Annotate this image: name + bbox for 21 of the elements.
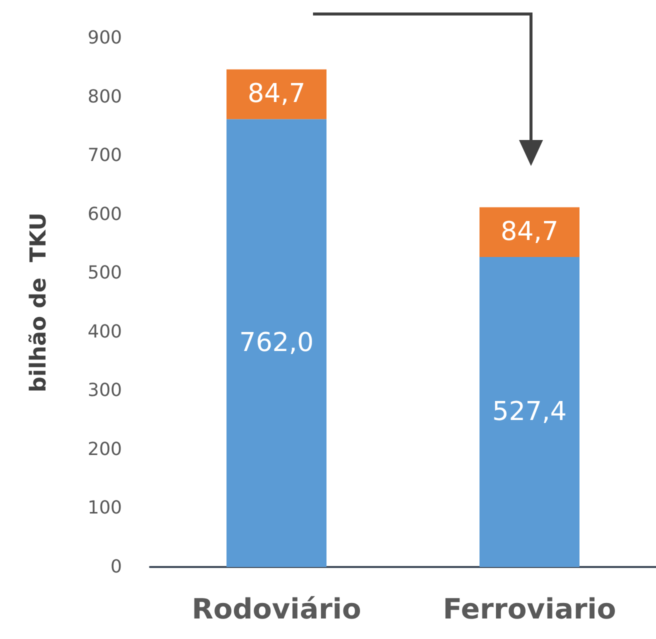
y-tick-label: 800 <box>88 86 122 108</box>
bar <box>480 257 580 567</box>
y-tick-label: 500 <box>88 262 122 284</box>
y-tick-label: 600 <box>88 204 122 225</box>
data-label: 527,4 <box>492 397 567 428</box>
y-axis-title: bilhão de TKU <box>26 212 52 392</box>
bar <box>226 69 326 120</box>
data-label: 84,7 <box>500 217 558 248</box>
x-tick-label: Rodoviário <box>192 592 362 626</box>
bar <box>480 207 580 258</box>
y-tick-label: 100 <box>88 498 122 519</box>
bar <box>226 119 326 567</box>
y-tick-label: 200 <box>88 438 122 460</box>
y-tick-label: 400 <box>88 321 122 342</box>
y-tick-label: 900 <box>88 28 122 48</box>
x-tick-label: Ferroviario <box>442 592 616 626</box>
data-label: 84,7 <box>248 79 306 110</box>
y-tick-label: 0 <box>110 556 122 578</box>
data-label: 762,0 <box>239 328 314 358</box>
y-tick-label: 700 <box>88 145 122 166</box>
y-tick-label: 300 <box>88 380 122 402</box>
